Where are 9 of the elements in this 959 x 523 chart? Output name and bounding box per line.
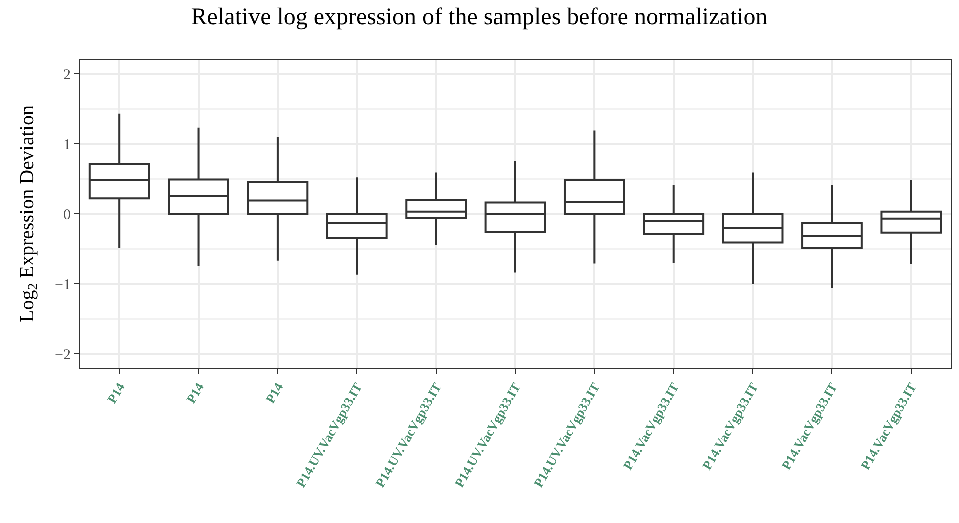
chart-title: Relative log expression of the samples before normalization (191, 4, 768, 31)
y-tick-label: 2 (64, 67, 71, 84)
y-tick-label: −1 (55, 277, 71, 294)
x-tick-label: P14 (262, 380, 286, 406)
y-tick-label: −2 (55, 347, 71, 364)
y-tick-label: 0 (64, 207, 71, 224)
x-tick-label: P14 (184, 380, 208, 406)
x-tick-label: P14 (104, 380, 128, 406)
y-tick-label: 1 (64, 137, 71, 154)
